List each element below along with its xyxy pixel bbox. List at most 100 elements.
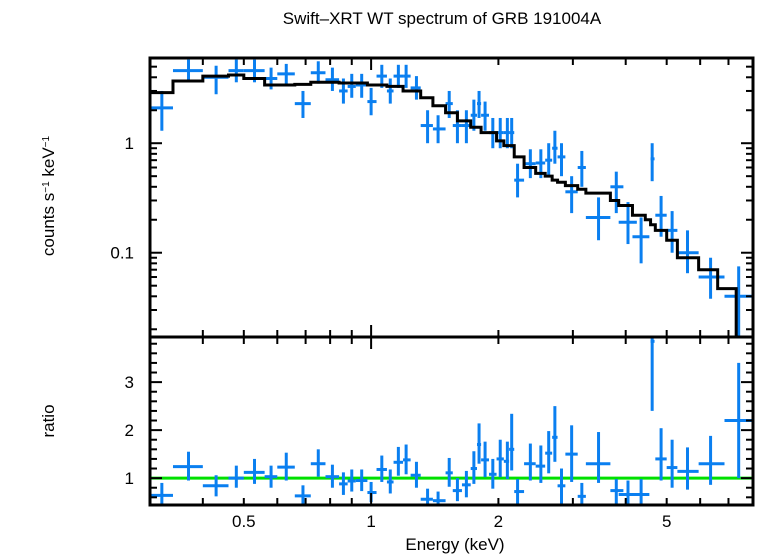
data-point xyxy=(310,61,326,84)
data-point xyxy=(514,163,525,198)
ratio-point xyxy=(698,435,725,485)
ratio-point xyxy=(202,475,229,497)
ratio-point xyxy=(264,465,278,488)
y-tick-label: 1 xyxy=(125,469,134,488)
y-tick-label: 3 xyxy=(125,373,134,392)
data-point xyxy=(577,150,586,187)
data-point xyxy=(545,143,553,177)
ratio-point xyxy=(376,455,387,482)
ratio-point xyxy=(488,458,497,489)
data-point xyxy=(632,217,650,264)
ratio-point xyxy=(481,441,489,478)
data-point xyxy=(228,59,244,83)
ratio-point xyxy=(585,432,611,483)
ratio-point xyxy=(325,464,340,488)
data-point xyxy=(172,59,203,83)
ratio-point xyxy=(432,491,446,505)
data-point xyxy=(650,143,655,182)
data-point xyxy=(557,143,566,177)
data-point xyxy=(294,90,311,118)
data-point xyxy=(355,73,368,98)
ratio-point xyxy=(557,468,566,505)
data-point xyxy=(432,115,446,144)
data-point xyxy=(610,171,624,214)
x-tick-label: 5 xyxy=(662,512,671,531)
data-point xyxy=(618,202,637,245)
chart-title: Swift–XRT WT spectrum of GRB 191004A xyxy=(283,9,602,28)
ratio-point xyxy=(294,485,311,505)
data-point xyxy=(698,257,725,299)
ratio-point xyxy=(666,439,678,488)
data-point xyxy=(552,130,558,164)
ratio-point xyxy=(514,479,525,505)
ratio-point xyxy=(677,447,699,490)
data-point xyxy=(325,67,340,91)
data-point xyxy=(477,90,482,118)
data-point xyxy=(347,73,356,98)
ratio-panel: 0.5 1 2 5 1 2 3 xyxy=(125,335,755,531)
ratio-point xyxy=(552,406,558,462)
ratio-point xyxy=(403,444,411,475)
ratio-point xyxy=(355,469,368,492)
ratio-point xyxy=(150,482,173,505)
ratio-point xyxy=(420,488,433,505)
data-point xyxy=(585,197,611,241)
ratio-point xyxy=(655,428,667,481)
y-tick-label: 1 xyxy=(125,134,134,153)
data-point xyxy=(202,65,229,95)
ratio-point xyxy=(470,451,478,484)
ratio-point xyxy=(277,452,295,481)
ratio-point xyxy=(477,423,482,464)
ratio-point xyxy=(452,478,462,502)
ratio-point xyxy=(618,480,637,505)
ratio-point xyxy=(386,469,394,494)
ratio-point xyxy=(310,449,326,477)
ratio-point xyxy=(461,470,471,498)
ratio-point xyxy=(545,431,553,474)
data-point xyxy=(666,211,678,253)
ratio-point xyxy=(172,451,203,481)
data-point xyxy=(524,149,536,179)
y-tick-label: 0.1 xyxy=(110,244,134,263)
data-point xyxy=(420,110,433,144)
x-tick-label: 2 xyxy=(494,512,503,531)
ratio-point xyxy=(228,465,244,488)
data-point xyxy=(481,101,489,131)
ratio-point xyxy=(650,337,655,411)
ratio-point xyxy=(524,443,536,481)
data-point xyxy=(277,63,295,86)
x-tick-label: 0.5 xyxy=(232,512,256,531)
ratio-point xyxy=(243,458,265,484)
ratio-point xyxy=(410,461,421,488)
ratio-point xyxy=(610,479,624,505)
data-point xyxy=(403,64,411,88)
ratio-point xyxy=(535,445,546,483)
data-point xyxy=(393,64,404,88)
y-axis-label-top: counts s−1 keV−1 xyxy=(39,135,58,256)
ratio-point xyxy=(347,469,356,492)
y-axis-label-bottom: ratio xyxy=(39,404,58,437)
ratio-point xyxy=(496,439,504,478)
data-point xyxy=(470,99,478,131)
data-point xyxy=(677,230,699,274)
data-point xyxy=(410,76,421,100)
data-point xyxy=(503,117,510,149)
spectrum-panel: 0.11 xyxy=(110,56,755,349)
ratio-point xyxy=(565,425,578,482)
ratio-point xyxy=(577,482,586,505)
model-line xyxy=(150,73,753,339)
x-axis-label: Energy (keV) xyxy=(405,535,504,554)
x-tick-label: 1 xyxy=(366,512,375,531)
data-point xyxy=(386,78,394,104)
data-point xyxy=(367,87,377,116)
ratio-point xyxy=(509,413,515,471)
data-point xyxy=(565,176,578,214)
data-point xyxy=(509,117,515,149)
ratio-point xyxy=(393,446,404,476)
ratio-point xyxy=(339,472,348,495)
data-point xyxy=(150,90,173,131)
ratio-point xyxy=(632,479,650,505)
y-tick-label: 2 xyxy=(125,421,134,440)
ratio-point xyxy=(445,457,453,487)
